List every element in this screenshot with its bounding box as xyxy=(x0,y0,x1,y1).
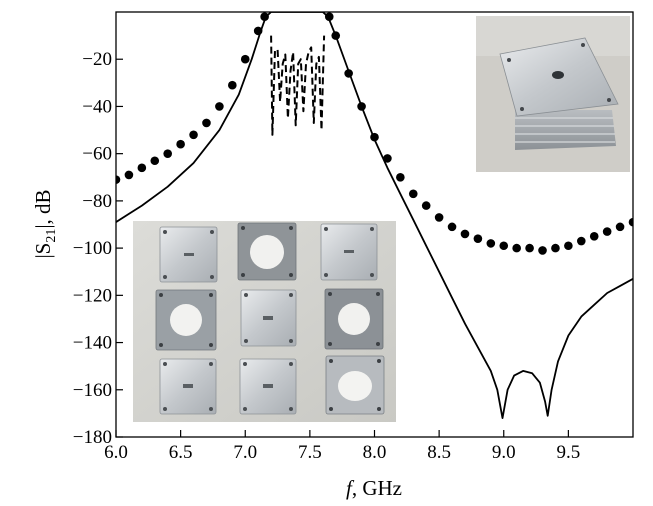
series-dotted-point xyxy=(473,234,483,243)
series-dotted-point xyxy=(512,243,521,253)
x-tick-label: 7.0 xyxy=(233,442,257,463)
y-axis-ticks: −20 −40 −60 −80 −100 −120 −140 −160 −180 xyxy=(73,49,123,448)
series-dotted-point xyxy=(396,172,405,182)
series-dotted-point xyxy=(331,31,341,40)
plate-cavity-3 xyxy=(324,288,384,350)
series-dotted-point xyxy=(589,232,599,241)
series-dotted-point xyxy=(486,239,496,248)
series-dotted-point xyxy=(189,130,198,140)
y-axis-label-sub: 21 xyxy=(44,229,59,243)
series-dotted xyxy=(116,12,633,255)
plate-cavity-1 xyxy=(237,222,297,281)
x-tick-label: 7.5 xyxy=(298,442,322,463)
y-axis-label-pre: |S xyxy=(31,243,55,259)
series-dotted-point xyxy=(202,118,211,128)
series-dotted-point xyxy=(383,154,392,163)
series-dotted-point xyxy=(499,241,509,251)
series-dotted-point xyxy=(150,156,160,166)
x-tick-label: 8.5 xyxy=(427,442,451,463)
series-dotted-point xyxy=(344,69,353,78)
y-tick-label: −60 xyxy=(82,144,112,165)
y-axis-label-post: |, dB xyxy=(31,189,55,228)
series-dotted-point xyxy=(124,170,134,180)
series-dotted-point xyxy=(538,246,547,255)
y-tick-label: −20 xyxy=(82,49,112,70)
x-axis-label: f, GHz xyxy=(346,476,402,500)
series-dotted-point xyxy=(525,243,534,253)
y-tick-label: −80 xyxy=(82,191,112,212)
plate-cavity-4 xyxy=(325,355,385,415)
series-dotted-point xyxy=(577,236,586,246)
series-dashed-line xyxy=(270,35,326,136)
x-tick-label: 6.5 xyxy=(169,442,193,463)
series-dotted-point xyxy=(460,229,470,239)
series-dotted-point xyxy=(163,149,172,158)
x-tick-label: 8.0 xyxy=(363,442,387,463)
inset-photo-filter-parts xyxy=(133,221,396,422)
y-tick-label: −140 xyxy=(73,333,112,354)
plate-iris-5 xyxy=(239,358,297,415)
plot-series xyxy=(116,12,633,419)
series-dotted-point xyxy=(253,26,263,36)
series-dotted-point xyxy=(447,222,457,232)
series-dotted-point xyxy=(176,139,185,149)
series-dotted-point xyxy=(408,189,418,199)
series-dotted-point xyxy=(421,201,431,210)
series-dotted-point xyxy=(615,222,625,232)
y-axis-label: |S21|, dB xyxy=(31,189,59,258)
y-tick-label: −120 xyxy=(73,285,112,306)
series-dotted-point xyxy=(215,102,224,111)
series-dotted-point xyxy=(324,12,334,22)
x-tick-label: 9.0 xyxy=(492,442,516,463)
y-tick-label: −40 xyxy=(82,96,112,117)
series-dotted-point xyxy=(116,175,121,184)
x-axis-ticks: 6.0 6.5 7.0 7.5 8.0 8.5 9.0 9.5 xyxy=(104,430,580,463)
series-dotted-point xyxy=(260,12,269,22)
x-tick-label: 9.5 xyxy=(557,442,581,463)
plate-cavity-2 xyxy=(155,289,217,351)
x-tick-label: 6.0 xyxy=(104,442,128,463)
plate-iris-2 xyxy=(320,223,378,281)
series-dotted-point xyxy=(240,54,250,64)
inset-photo-assembled-filter xyxy=(476,16,630,172)
series-dotted-point xyxy=(551,243,560,253)
plate-iris-1 xyxy=(159,226,218,283)
x-axis-label-unit: , GHz xyxy=(352,476,402,500)
y-tick-label: −160 xyxy=(73,380,112,401)
y-tick-label: −180 xyxy=(73,427,112,448)
series-dotted-point xyxy=(357,102,366,111)
x-axis-label-var: f xyxy=(346,476,355,500)
series-dotted-point xyxy=(370,132,379,142)
series-dotted-point xyxy=(434,213,444,222)
plate-iris-4 xyxy=(159,358,217,415)
series-dotted-point xyxy=(137,163,147,173)
plate-iris-3 xyxy=(240,289,297,347)
series-dotted-point xyxy=(564,241,573,251)
series-dotted-point xyxy=(602,227,612,236)
series-dotted-point xyxy=(228,80,237,90)
series-dotted-point xyxy=(628,217,633,227)
y-tick-label: −100 xyxy=(73,238,112,259)
